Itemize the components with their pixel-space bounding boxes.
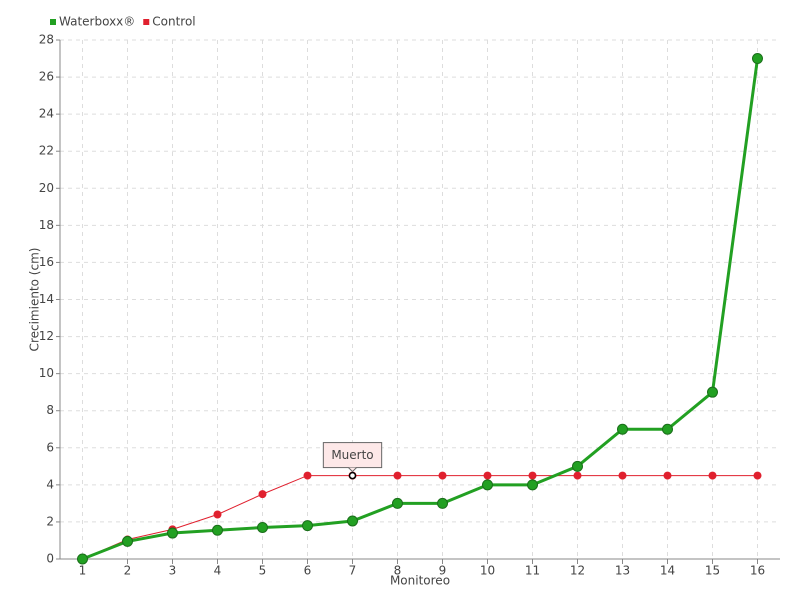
x-tick-label: 14 bbox=[660, 564, 675, 578]
data-point bbox=[527, 479, 538, 491]
data-point bbox=[618, 471, 627, 480]
data-point bbox=[662, 423, 673, 435]
x-axis-label: Monitoreo bbox=[390, 574, 450, 588]
y-tick-label: 8 bbox=[46, 403, 54, 417]
data-point bbox=[212, 524, 223, 536]
data-point bbox=[258, 490, 267, 499]
y-tick-label: 14 bbox=[39, 292, 54, 306]
data-point bbox=[482, 479, 493, 491]
series-line bbox=[81, 58, 759, 561]
series-line bbox=[82, 475, 758, 560]
annotation-text: Muerto bbox=[331, 448, 373, 462]
x-tick-label: 7 bbox=[349, 564, 357, 578]
data-point bbox=[167, 527, 178, 539]
x-tick-label: 4 bbox=[214, 564, 222, 578]
data-point bbox=[393, 471, 402, 480]
y-tick-label: 4 bbox=[46, 477, 54, 491]
x-tick-label: 16 bbox=[750, 564, 765, 578]
data-point bbox=[77, 553, 88, 565]
legend-label: Control bbox=[152, 15, 195, 29]
data-point bbox=[483, 471, 492, 480]
x-tick-label: 13 bbox=[615, 564, 630, 578]
data-point bbox=[438, 471, 447, 480]
annotation-pointer bbox=[348, 467, 357, 473]
data-point bbox=[573, 471, 582, 480]
data-point bbox=[707, 386, 718, 398]
legend-label: Waterboxx® bbox=[59, 15, 135, 29]
data-point bbox=[392, 497, 403, 509]
data-point bbox=[708, 471, 717, 480]
y-tick-label: 26 bbox=[39, 70, 54, 84]
x-tick-label: 15 bbox=[705, 564, 720, 578]
data-point bbox=[303, 471, 312, 480]
x-tick-label: 3 bbox=[169, 564, 177, 578]
x-tick-label: 12 bbox=[570, 564, 585, 578]
x-tick-label: 8 bbox=[394, 564, 402, 578]
data-point bbox=[437, 497, 448, 509]
y-tick-label: 20 bbox=[39, 181, 54, 195]
y-tick-label: 10 bbox=[39, 366, 54, 380]
data-point bbox=[302, 520, 313, 532]
x-tick-label: 10 bbox=[480, 564, 495, 578]
x-tick-label: 1 bbox=[79, 564, 87, 578]
y-axis-label: Crecimiento (cm) bbox=[28, 248, 42, 352]
x-tick-label: 6 bbox=[304, 564, 312, 578]
annotation-box bbox=[322, 442, 383, 469]
x-tick-label: 2 bbox=[124, 564, 132, 578]
data-point bbox=[528, 471, 537, 480]
data-point bbox=[752, 53, 763, 65]
data-point bbox=[347, 515, 358, 527]
legend-swatch bbox=[143, 19, 150, 25]
annotation: Muerto bbox=[322, 442, 383, 473]
data-point bbox=[572, 460, 583, 472]
data-point bbox=[617, 423, 628, 435]
y-tick-label: 22 bbox=[39, 144, 54, 158]
legend-swatch bbox=[50, 19, 56, 25]
y-tick-label: 6 bbox=[46, 440, 54, 454]
y-tick-label: 2 bbox=[46, 514, 54, 528]
data-point bbox=[753, 471, 762, 480]
data-point bbox=[213, 510, 222, 519]
y-tick-label: 12 bbox=[39, 329, 54, 343]
y-tick-label: 18 bbox=[39, 218, 54, 232]
data-point bbox=[663, 471, 672, 480]
x-tick-label: 11 bbox=[525, 564, 540, 578]
y-tick-label: 16 bbox=[39, 255, 54, 269]
y-tick-label: 0 bbox=[46, 552, 54, 566]
x-tick-label: 9 bbox=[439, 564, 447, 578]
y-tick-label: 24 bbox=[39, 107, 54, 121]
annotation-point bbox=[348, 471, 357, 480]
y-tick-label: 28 bbox=[39, 33, 54, 47]
x-tick-label: 5 bbox=[259, 564, 267, 578]
data-point bbox=[257, 521, 268, 533]
data-point bbox=[122, 535, 133, 547]
